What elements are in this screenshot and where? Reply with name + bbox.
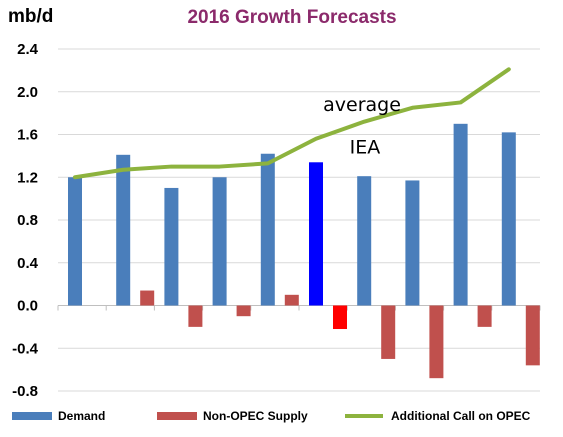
y-tick-label: 1.6 [17, 127, 38, 144]
non-opec-supply-bar [381, 305, 396, 359]
y-axis-unit-label: mb/d [8, 6, 53, 27]
legend: Demand Non-OPEC Supply Additional Call on … [12, 409, 531, 423]
y-tick-label: 2.4 [17, 41, 39, 58]
annotations: average IEA [323, 94, 401, 159]
demand-bar [453, 123, 468, 306]
y-tick-label: 0.0 [17, 298, 38, 315]
y-tick-label: 2.0 [17, 84, 38, 101]
demand-bar [309, 162, 323, 306]
chart-title: 2016 Growth Forecasts [187, 7, 396, 28]
chart-annotation: average [323, 94, 401, 116]
demand-bar [405, 180, 420, 306]
non-opec-supply-bar [333, 305, 347, 330]
demand-bar [68, 177, 82, 306]
call-on-opec-line [73, 67, 511, 180]
call-on-opec-series-line [73, 67, 511, 180]
non-opec-supply-bar [429, 305, 444, 379]
gridlines [57, 48, 541, 392]
non-opec-supply-bar [477, 305, 492, 327]
y-tick-label: 1.2 [17, 169, 38, 186]
y-tick-label: -0.4 [12, 340, 39, 357]
y-tick-label: -0.8 [12, 383, 38, 400]
demand-bar [212, 177, 227, 306]
demand-bar [164, 187, 179, 306]
non-opec-supply-bar [284, 294, 299, 306]
legend-label: Demand [58, 409, 105, 423]
bars [68, 123, 540, 379]
demand-bar [116, 154, 131, 306]
legend-swatch [157, 412, 197, 420]
legend-label: Additional Call on OPEC [391, 409, 531, 423]
legend-label: Non-OPEC Supply [203, 409, 308, 423]
non-opec-supply-bar [188, 305, 203, 327]
non-opec-supply-bar [525, 305, 540, 366]
y-tick-label: 0.4 [17, 255, 39, 272]
y-tick-label: 0.8 [17, 212, 38, 229]
legend-swatch [12, 412, 52, 420]
non-opec-supply-bar [140, 290, 155, 306]
chart-annotation: IEA [350, 137, 381, 159]
demand-bar [260, 153, 275, 306]
y-axis-ticks: 2.4 2.0 1.6 1.2 0.8 0.4 0.0 -0.4 -0.8 [12, 41, 39, 400]
demand-bar [357, 176, 372, 306]
non-opec-supply-bar [236, 305, 251, 317]
demand-bar [501, 132, 516, 306]
